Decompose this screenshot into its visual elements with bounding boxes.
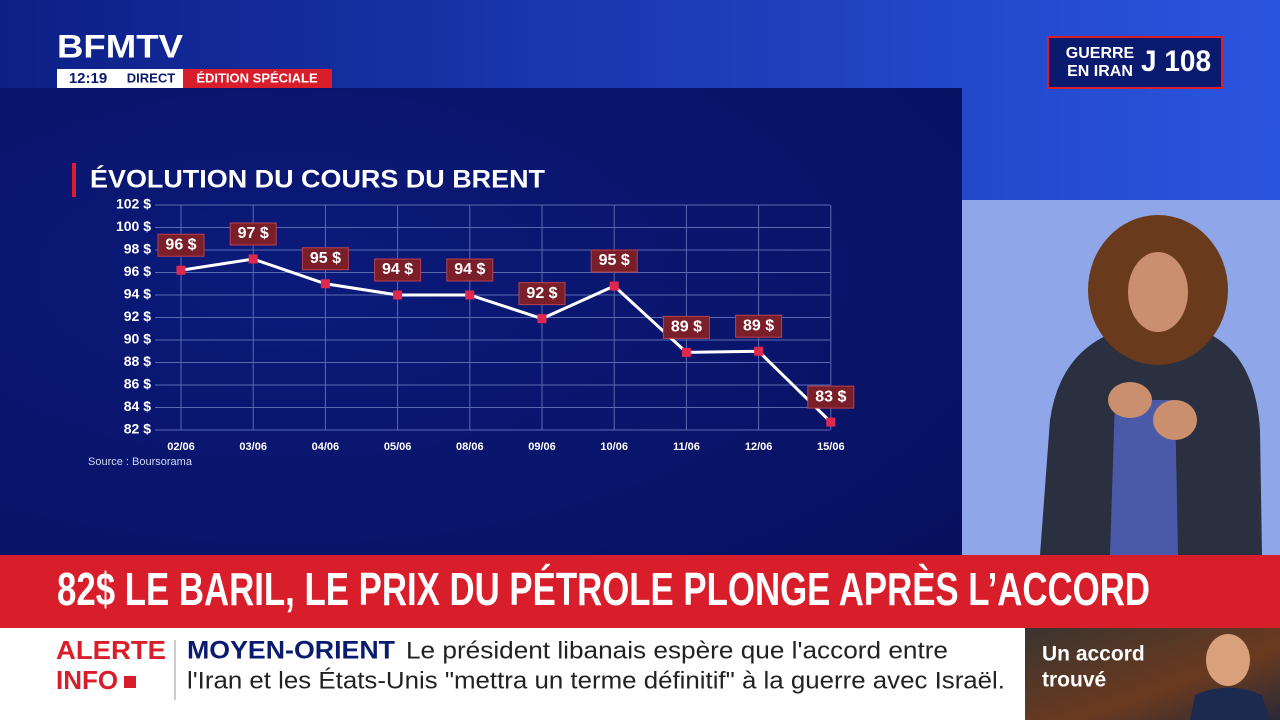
chart-source: Source : Boursorama (88, 456, 193, 468)
headline-bar (0, 555, 1280, 628)
value-label-box (590, 249, 638, 273)
thumb-line2: trouvé (1042, 669, 1106, 692)
value-label: 94 $ (454, 261, 485, 278)
value-label-box (374, 258, 422, 282)
value-label: 89 $ (743, 317, 774, 334)
ticker-bar (0, 628, 1025, 720)
marker (248, 254, 258, 264)
topic: MOYEN-ORIENT (187, 637, 395, 665)
chart-panel (0, 88, 962, 555)
y-tick-label: 98 $ (124, 241, 151, 257)
signer (1040, 215, 1262, 555)
x-tick-label: 10/06 (600, 441, 628, 453)
badge-line1: GUERRE (1066, 45, 1135, 62)
value-label: 96 $ (165, 236, 196, 253)
alert-square (124, 676, 136, 688)
thumbnail-suit (1190, 687, 1270, 720)
x-tick-label: 03/06 (239, 441, 267, 453)
value-label-box (735, 314, 783, 338)
marker (176, 265, 186, 275)
x-tick-label: 15/06 (817, 441, 845, 453)
badge-line2: EN IRAN (1067, 63, 1133, 80)
value-label-box (807, 385, 855, 409)
ticker-line2: l'Iran et les États-Unis "mettra un term… (187, 667, 1005, 694)
x-tick-label: 11/06 (673, 441, 700, 453)
value-label: 83 $ (815, 388, 846, 405)
value-label: 97 $ (238, 225, 269, 242)
value-label-box (301, 247, 349, 271)
y-tick-label: 84 $ (124, 398, 151, 414)
headline: 82$ LE BARIL, LE PRIX DU PÉTROLE PLONGE … (57, 563, 1150, 615)
thumb-line1: Un accord (1042, 643, 1145, 666)
value-label: 95 $ (599, 252, 630, 269)
alert-line2: INFO (56, 665, 118, 695)
time: 12:19 (69, 70, 107, 87)
y-tick-label: 100 $ (116, 218, 151, 234)
value-label-box (446, 258, 494, 282)
x-tick-label: 05/06 (384, 441, 412, 453)
ticker-divider (174, 640, 176, 700)
value-label: 95 $ (310, 250, 341, 267)
marker (393, 290, 403, 300)
y-tick-label: 92 $ (124, 308, 151, 324)
value-label: 94 $ (382, 261, 413, 278)
y-tick-label: 86 $ (124, 376, 151, 392)
line (180, 257, 832, 424)
badge (1047, 36, 1223, 89)
alert-line1: ALERTE (56, 635, 166, 665)
y-tick-label: 88 $ (124, 353, 151, 369)
edition-box (183, 69, 332, 88)
marker (465, 290, 475, 300)
x-tick-label: 08/06 (456, 441, 484, 453)
y-tick-label: 82 $ (124, 421, 151, 437)
chart-title: ÉVOLUTION DU COURS DU BRENT (90, 165, 545, 194)
value-label-box (518, 282, 566, 306)
y-tick-label: 96 $ (124, 263, 151, 279)
title-accent (72, 163, 76, 197)
live: DIRECT (127, 70, 175, 85)
thumbnail-face (1206, 634, 1250, 686)
chart: 82 $ 84 $ 86 $ 88 $ 90 $ 92 $ 94 $ 96 $ 98 $ 100 … (116, 196, 855, 453)
marker (826, 417, 836, 427)
time-box (57, 69, 119, 88)
value-label-box (157, 233, 205, 257)
marker (754, 346, 764, 356)
marker (537, 314, 547, 324)
x-tick-label: 12/06 (745, 441, 773, 453)
logo: BFMTV (57, 28, 184, 64)
x-tick-label: 04/06 (312, 441, 340, 453)
value-label-box (229, 222, 277, 246)
value-label: 89 $ (671, 319, 702, 336)
y-tick-label: 102 $ (116, 196, 151, 212)
marker (320, 279, 330, 289)
edition: ÉDITION SPÉCIALE (196, 70, 318, 85)
x-tick-label: 09/06 (528, 441, 556, 453)
value-label-box (662, 315, 710, 339)
y-tick-label: 94 $ (124, 286, 151, 302)
x-tick-label: 02/06 (167, 441, 195, 453)
y-tick-label: 90 $ (124, 331, 151, 347)
badge-day: J 108 (1141, 45, 1211, 78)
ticker-line1: Le président libanais espère que l'accor… (406, 637, 948, 664)
value-label: 92 $ (526, 285, 557, 302)
live-box (119, 69, 183, 88)
marker (609, 281, 619, 291)
marker (681, 347, 691, 357)
